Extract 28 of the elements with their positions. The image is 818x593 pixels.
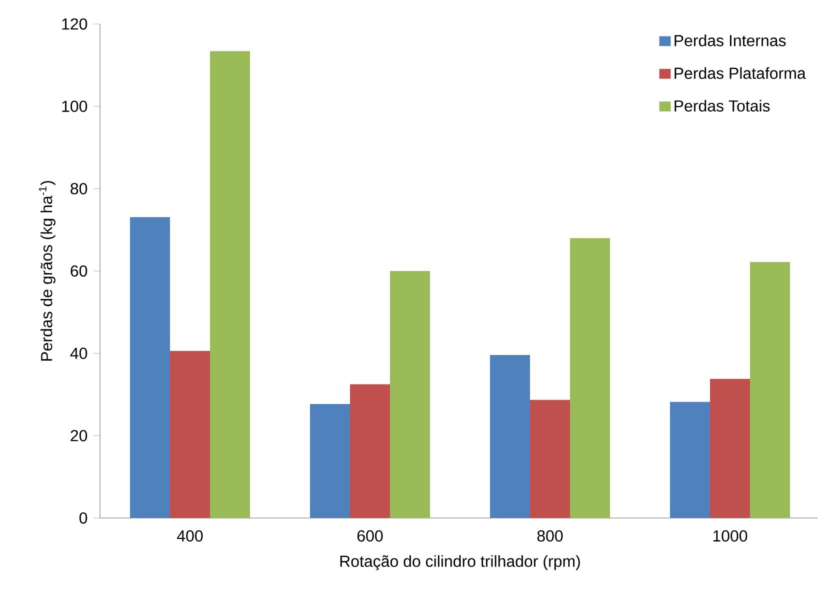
bar bbox=[490, 354, 530, 518]
y-tick-label: 60 bbox=[70, 265, 88, 277]
bar bbox=[310, 404, 350, 518]
legend-label: Perdas Totais bbox=[674, 100, 770, 112]
x-tick-label: 1000 bbox=[713, 530, 748, 542]
x-axis-title: Rotação do cilindro trilhador (rpm) bbox=[340, 555, 580, 570]
bar bbox=[350, 384, 390, 518]
bar bbox=[530, 400, 570, 518]
bar bbox=[170, 350, 210, 518]
x-tick-label: 800 bbox=[537, 530, 563, 542]
y-tick-label: 40 bbox=[70, 348, 88, 359]
y-tick-label: 80 bbox=[70, 183, 88, 194]
legend-label: Perdas Plataforma bbox=[674, 67, 806, 79]
legend-label: Perdas Internas bbox=[674, 34, 786, 46]
x-tick-label: 400 bbox=[177, 530, 203, 542]
bar bbox=[130, 217, 170, 518]
y-tick-label: 100 bbox=[62, 100, 88, 112]
y-tick-label: 120 bbox=[62, 18, 88, 30]
bar bbox=[210, 51, 250, 518]
bar bbox=[750, 262, 790, 518]
bar bbox=[390, 270, 430, 518]
y-tick-label: 0 bbox=[79, 512, 88, 524]
y-tick-label: 20 bbox=[70, 430, 88, 442]
bar bbox=[710, 378, 750, 518]
y-axis-title: Perdas de grãos (kg ha$^{-1}$) bbox=[38, 181, 56, 361]
bar bbox=[670, 402, 710, 518]
bar bbox=[570, 238, 610, 518]
x-tick-label: 600 bbox=[357, 530, 383, 542]
